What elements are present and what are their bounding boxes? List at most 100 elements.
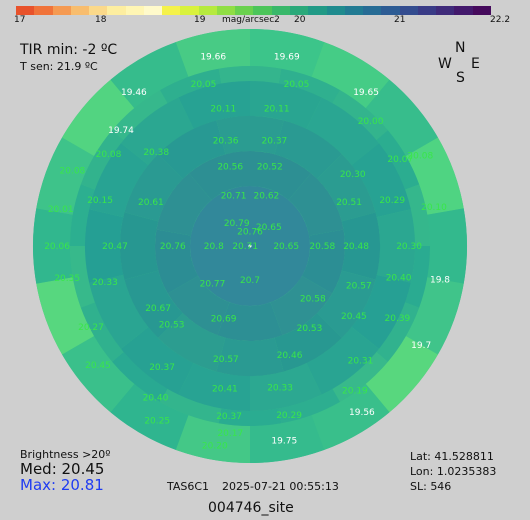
sky-brightness-label: 19.65: [353, 88, 379, 98]
colorbar-swatch: [454, 6, 473, 15]
longitude: Lon: 1.0235383: [410, 465, 497, 478]
sky-cell: [188, 151, 250, 201]
sky-cell: [278, 388, 340, 424]
sky-cell: [89, 143, 149, 218]
sky-brightness-label: 19.8: [430, 276, 450, 286]
sky-cell: [175, 29, 250, 77]
colorbar-swatch: [143, 6, 163, 15]
sky-brightness-label: 20.01: [48, 205, 74, 215]
sky-brightness-label: 20.20: [202, 442, 228, 452]
colorbar-tick-21: 21: [394, 15, 406, 25]
sky-cell: [332, 352, 388, 402]
colorbar-swatch: [70, 6, 90, 15]
sky-brightness-label: 20.15: [87, 196, 113, 206]
sky-brightness-label: 20.57: [346, 282, 372, 292]
sky-cell: [405, 246, 430, 308]
sky-cell: [36, 277, 95, 355]
sky-brightness-label: 20.57: [213, 355, 239, 365]
sky-cell: [218, 66, 282, 84]
colorbar-tick-19: 19: [194, 15, 206, 25]
sky-cell: [120, 327, 194, 395]
sky-brightness-label: 20.45: [85, 361, 111, 371]
sky-brightness-label: 20.53: [159, 320, 185, 330]
colorbar-swatch: [363, 6, 382, 15]
sky-brightness-label: 20.56: [217, 163, 243, 173]
sky-cell: [178, 81, 250, 129]
sky-brightness-label: 20.47: [102, 242, 128, 252]
sky-brightness-label: 20.08: [96, 150, 122, 160]
colorbar-swatch: [326, 6, 345, 15]
colorbar-swatch: [125, 6, 144, 15]
colorbar-tick-17: 17: [14, 15, 26, 25]
sky-brightness-label: 20.41: [212, 385, 238, 395]
sky-brightness-label: 20.11: [264, 105, 290, 115]
compass-w: W: [438, 56, 452, 72]
sky-brightness-label: 20.61: [138, 198, 164, 208]
sky-cell: [216, 337, 284, 376]
colorbar-swatch: [162, 6, 181, 15]
sky-brightness-label: 20.67: [145, 304, 171, 314]
sky-brightness-label: 20.19: [342, 386, 368, 396]
sky-cell: [112, 90, 168, 140]
sky-cell: [158, 120, 226, 179]
sky-brightness-label: 20.37: [149, 363, 175, 373]
sky-cell: [351, 274, 411, 349]
colorbar-swatch: [52, 6, 71, 15]
sky-cell: [70, 184, 95, 246]
brightness-label: Brightness >20º: [20, 448, 111, 461]
sky-brightness-label: 20.76: [160, 242, 186, 252]
colorbar-swatch: [216, 6, 236, 15]
sky-cell: [124, 270, 183, 338]
colorbar-swatch: [472, 6, 491, 15]
sky-cell: [376, 209, 415, 283]
sky-cell: [32, 208, 73, 284]
sky-brightness-label: 20.10: [421, 203, 447, 213]
sky-cell: [160, 388, 222, 424]
sky-brightness-label: 20.69: [211, 315, 237, 325]
latitude: Lat: 41.528811: [410, 450, 494, 463]
sky-cell: [158, 313, 226, 372]
sky-cell: [405, 277, 464, 355]
compass-e: E: [471, 56, 480, 72]
colorbar-swatch: [381, 6, 400, 15]
site-name: 004746_site: [208, 500, 294, 516]
sky-brightness-label: 20.48: [343, 242, 369, 252]
colorbar-swatch: [436, 6, 455, 15]
sky-brightness-label: 20.35: [54, 274, 80, 284]
sky-cell: [62, 79, 135, 156]
sky-cell: [155, 229, 199, 294]
colorbar-swatch: [107, 6, 126, 15]
colorbar-swatch: [399, 6, 418, 15]
sky-cell: [250, 151, 312, 201]
sky-cell: [178, 363, 250, 411]
sky-cell: [112, 352, 168, 402]
sky-brightness-label: 20.38: [143, 148, 169, 158]
sky-brightness-label: 20.00: [358, 117, 384, 127]
colorbar-swatch: [417, 6, 437, 15]
colorbar-swatch: [34, 6, 53, 15]
sky-cell: [351, 143, 411, 218]
sky-brightness-label: 20.05: [191, 80, 217, 90]
sky-brightness-label: 20.29: [379, 196, 405, 206]
sky-brightness-label: 19.46: [121, 88, 147, 98]
sky-brightness-label: 20.7: [240, 276, 260, 286]
compass: N W E S: [434, 40, 484, 90]
sky-cell: [341, 212, 380, 280]
sky-cell: [306, 327, 380, 395]
sky-brightness-label: 20.37: [262, 136, 288, 146]
sky-brightness-label: 19.7: [411, 341, 431, 351]
sky-cell: [376, 302, 420, 362]
colorbar-tick-20: 20: [294, 15, 306, 25]
sea-level: SL: 546: [410, 480, 452, 493]
sky-brightness-label: 20.27: [78, 323, 104, 333]
sky-brightness-label: 20.06: [44, 242, 70, 252]
median-label: Med: 20.45: [20, 460, 105, 478]
sky-brightness-label: 20.40: [143, 393, 169, 403]
sky-cell: [85, 209, 124, 283]
sky-cell: [89, 274, 149, 349]
sky-cell: [120, 97, 194, 165]
sky-cell: [250, 81, 322, 129]
sky-brightness-label: 20.65: [256, 223, 282, 233]
sky-cell: [80, 130, 124, 190]
sky-cell: [365, 336, 438, 413]
